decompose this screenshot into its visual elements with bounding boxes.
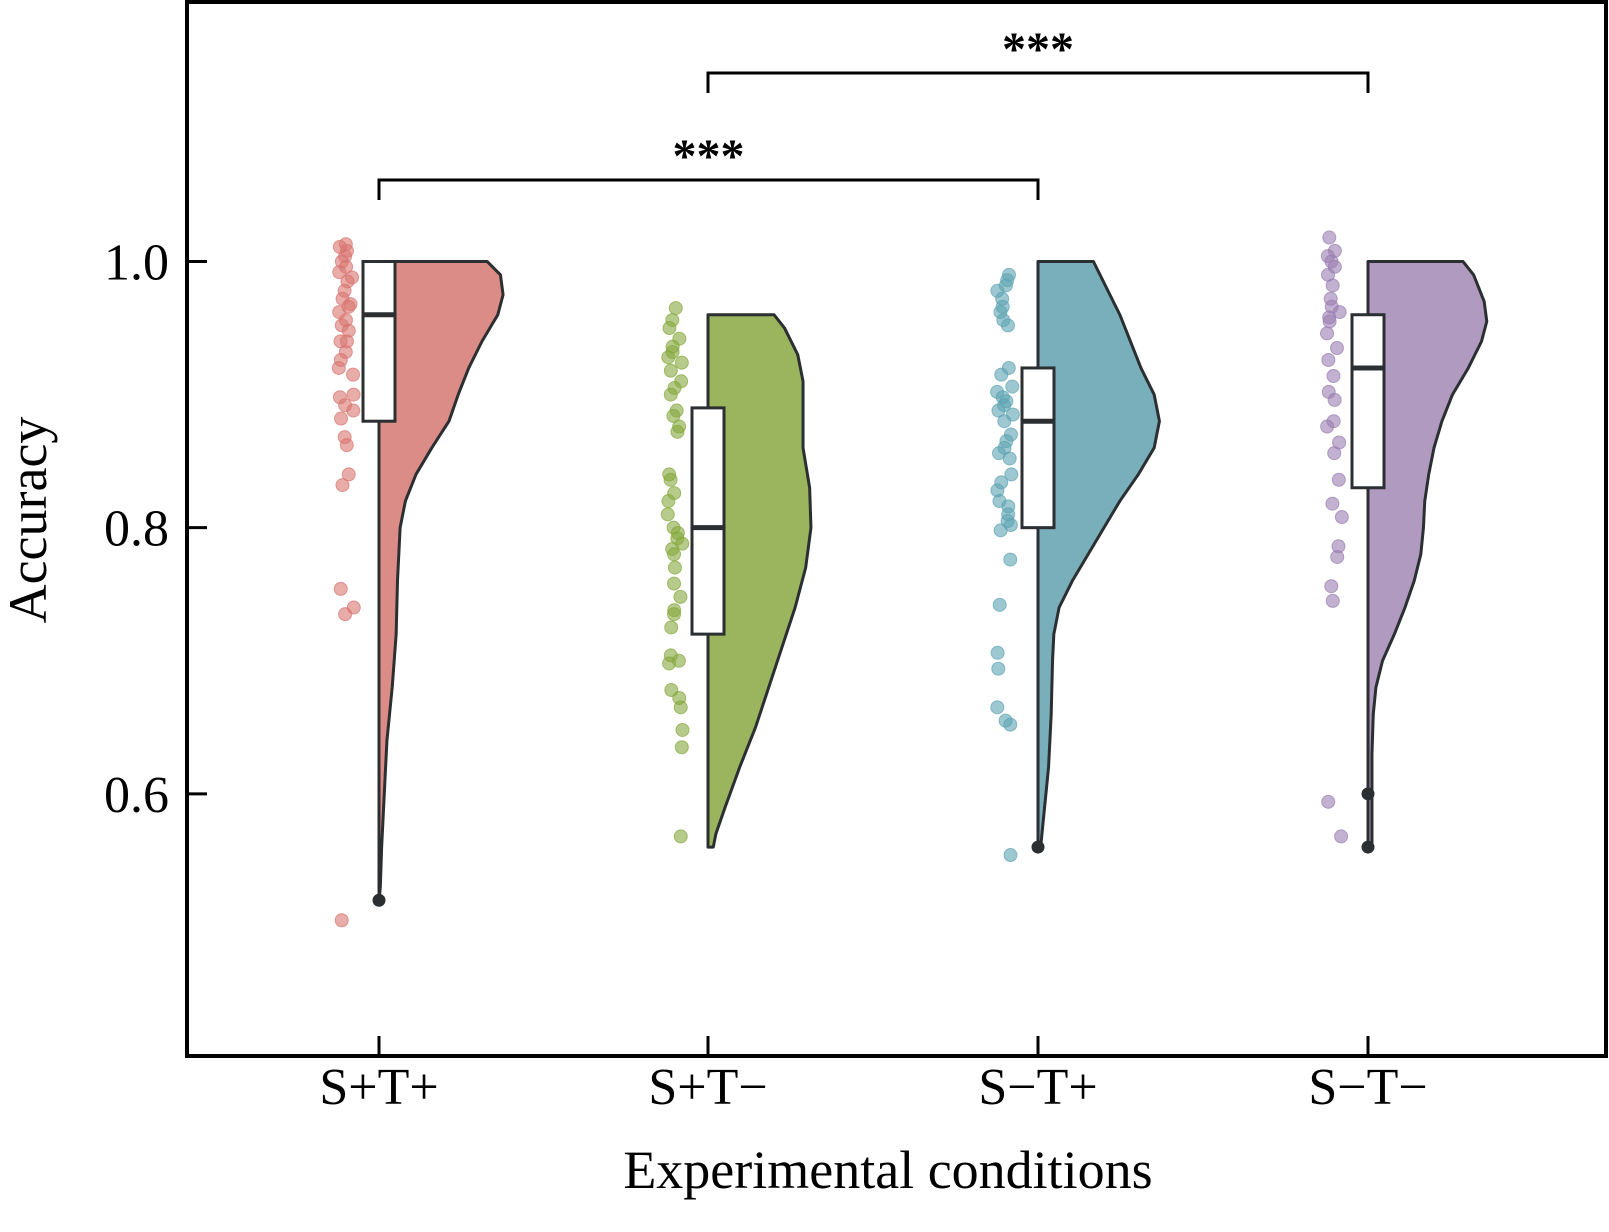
y-axis: 0.6 0.8 1.0 — [104, 235, 207, 824]
data-point — [1330, 549, 1345, 564]
violin-0 — [377, 260, 505, 902]
data-point — [668, 301, 683, 316]
x-axis: S+T+ S+T− S−T+ S−T− — [319, 1036, 1428, 1116]
significance-bracket-0 — [377, 178, 1040, 200]
y-tick-label: 0.6 — [104, 767, 169, 824]
data-point — [346, 387, 361, 402]
points-layer — [331, 230, 1349, 928]
data-point — [992, 597, 1007, 612]
data-point — [674, 740, 689, 755]
data-point — [993, 523, 1008, 538]
data-point — [661, 350, 676, 365]
significance-label-0: *** — [673, 130, 745, 183]
y-tick-label: 0.8 — [104, 501, 169, 558]
data-point — [1334, 829, 1349, 844]
outlier-point — [1361, 840, 1375, 854]
data-point — [662, 656, 677, 671]
violin-2 — [1036, 260, 1161, 849]
data-point — [660, 507, 675, 522]
data-point — [990, 700, 1005, 715]
data-point — [674, 355, 689, 370]
data-point — [1003, 848, 1018, 863]
data-point — [991, 403, 1006, 418]
data-point — [990, 645, 1005, 660]
data-point — [675, 722, 690, 737]
data-point — [1002, 451, 1017, 466]
data-point — [1325, 278, 1340, 293]
violins-layer — [377, 260, 1489, 902]
data-point — [1331, 472, 1346, 487]
x-tick-label: S+T+ — [319, 1059, 438, 1116]
data-point — [332, 265, 347, 280]
data-point — [331, 360, 346, 375]
data-point — [1327, 392, 1342, 407]
data-point — [670, 424, 685, 439]
significance-layer: *** *** — [377, 23, 1370, 200]
x-tick-label: S−T+ — [978, 1059, 1097, 1116]
data-point — [338, 607, 353, 622]
data-point — [663, 363, 678, 378]
x-tick-label: S+T− — [648, 1059, 767, 1116]
data-point — [994, 367, 1009, 382]
significance-bracket-1 — [706, 71, 1370, 93]
data-point — [662, 321, 677, 336]
data-point — [673, 589, 688, 604]
data-point — [1326, 368, 1341, 383]
outlier-point — [1031, 840, 1045, 854]
x-tick-label: S−T− — [1308, 1059, 1427, 1116]
data-point — [1321, 794, 1336, 809]
data-point — [667, 576, 682, 591]
boxes-layer — [361, 260, 1386, 907]
outlier-point — [1361, 787, 1375, 801]
data-point — [1322, 314, 1337, 329]
data-point — [667, 547, 682, 562]
data-point — [1321, 352, 1336, 367]
data-point — [673, 700, 688, 715]
data-point — [1324, 579, 1339, 594]
data-point — [1325, 496, 1340, 511]
data-point — [673, 829, 688, 844]
box-0 — [361, 260, 397, 423]
y-tick-label: 1.0 — [104, 235, 169, 292]
data-point — [335, 478, 350, 493]
data-point — [667, 560, 682, 575]
data-point — [664, 620, 679, 635]
data-point — [333, 581, 348, 596]
box-2 — [1020, 366, 1056, 530]
data-point — [663, 472, 678, 487]
data-point — [346, 367, 361, 382]
x-axis-title: Experimental conditions — [623, 1140, 1152, 1200]
data-point — [341, 467, 356, 482]
data-point — [1329, 341, 1344, 356]
significance-label-1: *** — [1002, 23, 1074, 76]
data-point — [661, 494, 676, 509]
data-point — [997, 414, 1012, 429]
data-point — [1322, 230, 1337, 245]
box-1 — [690, 406, 726, 636]
data-point — [1320, 326, 1335, 341]
box-3 — [1350, 313, 1386, 490]
data-point — [991, 661, 1006, 676]
data-point — [334, 411, 349, 426]
data-point — [1003, 717, 1018, 732]
data-point — [666, 408, 681, 423]
violin-3 — [1366, 260, 1489, 849]
data-point — [667, 607, 682, 622]
data-point — [339, 438, 354, 453]
data-point — [346, 403, 361, 418]
data-point — [1003, 552, 1018, 567]
data-point — [334, 913, 349, 928]
data-point — [1320, 419, 1335, 434]
data-point — [1327, 446, 1342, 461]
data-point — [1005, 379, 1020, 394]
data-point — [1004, 467, 1019, 482]
data-point — [1334, 510, 1349, 525]
outlier-point — [372, 893, 386, 907]
data-point — [663, 387, 678, 402]
violin-1 — [706, 313, 813, 849]
data-point — [1325, 593, 1340, 608]
data-point — [1000, 318, 1015, 333]
y-axis-title: Accuracy — [0, 417, 58, 624]
